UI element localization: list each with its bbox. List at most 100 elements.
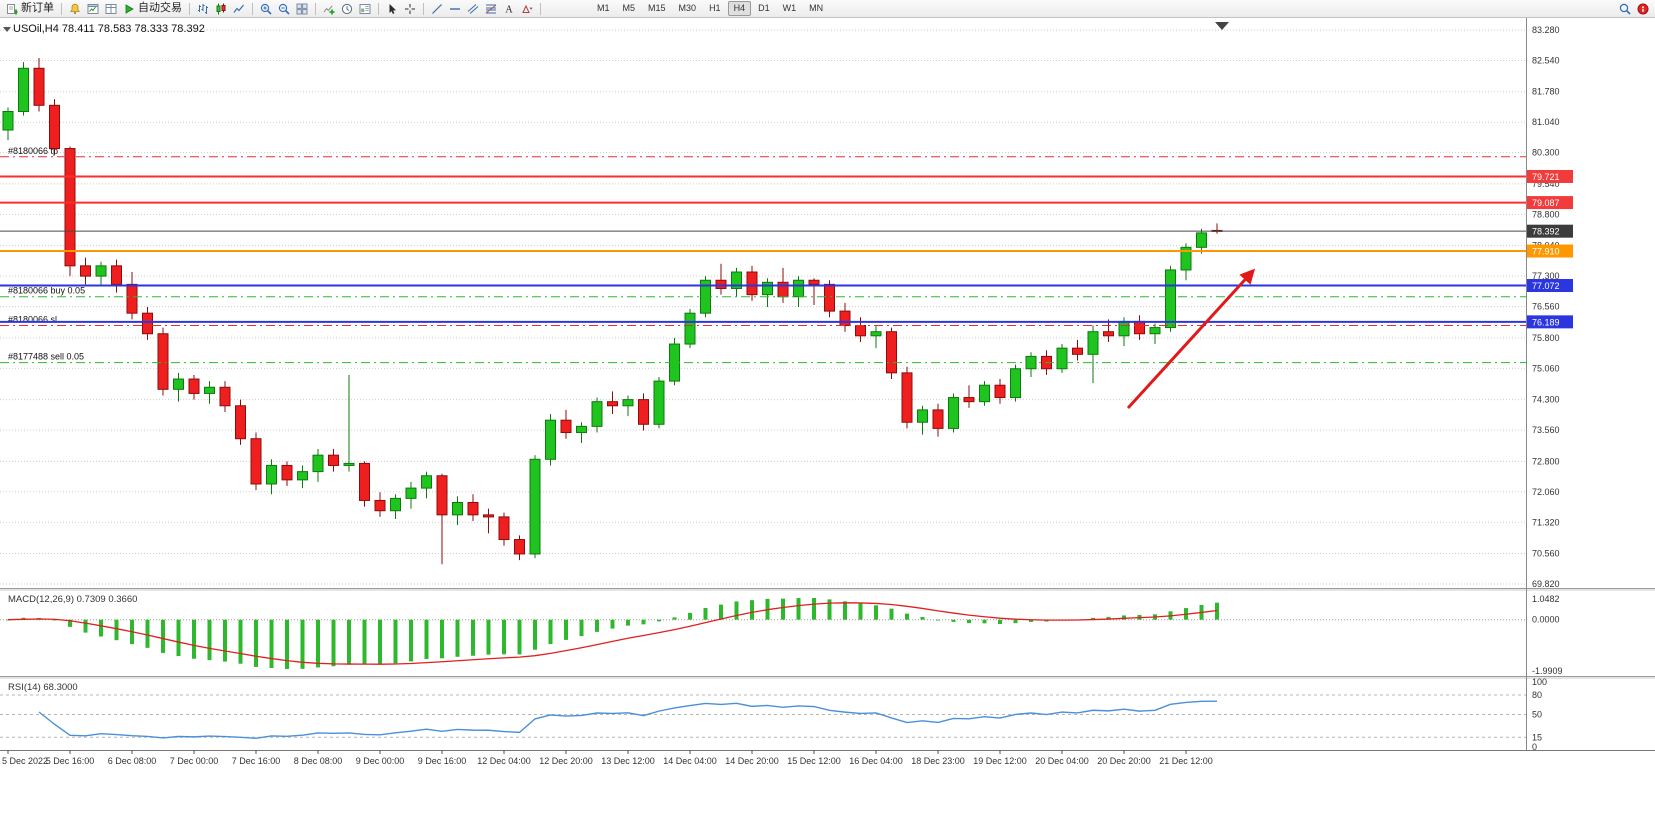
macd-histogram-bar (626, 619, 630, 626)
price-badge (1527, 169, 1573, 183)
macd-histogram-bar (192, 619, 196, 659)
macd-histogram-bar (812, 598, 816, 620)
zoom-in-button[interactable] (257, 1, 275, 17)
order-line-label: #8180066 sl (8, 315, 57, 325)
quick-trade-caret-icon[interactable] (3, 27, 11, 32)
fibonacci-button[interactable] (482, 1, 500, 17)
macd-histogram-bar (486, 619, 491, 655)
timeframe-d1-button[interactable]: D1 (758, 3, 770, 13)
shapes-button[interactable] (518, 1, 536, 17)
macd-histogram-bar (843, 601, 847, 620)
macd-histogram-bar (409, 619, 413, 662)
timeframe-m5-button[interactable]: M5 (622, 3, 636, 13)
toolbar-separator (315, 2, 316, 15)
macd-histogram-bar (874, 605, 878, 620)
time-axis-label: 8 Dec 08:00 (294, 756, 343, 766)
cursor-button[interactable] (383, 1, 401, 17)
macd-histogram-bar (455, 619, 460, 657)
macd-histogram-bar (564, 619, 568, 640)
macd-histogram-bar (502, 619, 506, 655)
auto-trading-button[interactable]: 自动交易 (120, 1, 185, 17)
toolbar-separator (378, 2, 379, 15)
candle-body (731, 271, 742, 289)
macd-axis-label: 1.0482 (1532, 594, 1560, 604)
macd-histogram-bar (579, 619, 584, 637)
horizontal-line-button[interactable] (446, 1, 464, 17)
macd-histogram-bar (889, 608, 894, 620)
timeframe-m15-button[interactable]: M15 (648, 3, 666, 13)
candle-body (126, 283, 138, 314)
candle-body (545, 419, 556, 460)
grid-window-icon (105, 3, 117, 14)
add-indicator-button[interactable] (320, 1, 338, 17)
candle-body (452, 502, 463, 516)
notifications-button[interactable] (1634, 1, 1652, 17)
candle-body (467, 502, 479, 516)
text-label-button[interactable]: A (500, 1, 518, 17)
templates-button[interactable] (356, 1, 374, 17)
macd-histogram-bar (920, 617, 925, 620)
price-axis-label: 72.060 (1532, 487, 1560, 497)
rsi-axis-label: 50 (1532, 710, 1542, 720)
chart-canvas[interactable]: 83.280 82.540 81.780 81.040 80.300 79.540 78.8… (0, 18, 1655, 820)
magnifier-icon (1619, 3, 1631, 15)
tile-windows-button[interactable] (293, 1, 311, 17)
crosshair-button[interactable] (401, 1, 419, 17)
timeframe-m30-button[interactable]: M30 (678, 3, 697, 13)
horizontal-price-lines (0, 175, 1526, 323)
macd-histogram-bar (316, 619, 320, 668)
macd-histogram-bar (440, 619, 444, 659)
timeframe-h1-button[interactable]: H1 (709, 3, 721, 13)
candle-body (111, 265, 122, 285)
periods-button[interactable] (338, 1, 356, 17)
time-axis-label: 20 Dec 04:00 (1035, 756, 1089, 766)
market-watch-button[interactable] (102, 1, 120, 17)
time-axis-label: 12 Dec 20:00 (539, 756, 593, 766)
candle-body (886, 331, 897, 374)
timeframe-mn-button[interactable]: MN (809, 3, 824, 13)
trend-arrow-annotation[interactable] (1126, 268, 1256, 410)
time-axis-label: 9 Dec 00:00 (356, 756, 405, 766)
candle-body (932, 409, 944, 429)
zoom-out-button[interactable] (275, 1, 293, 17)
line-chart-button[interactable] (230, 1, 248, 17)
candle-body (1010, 368, 1021, 399)
alerts-button[interactable] (66, 1, 84, 17)
timeframe-h4-button[interactable]: H4 (727, 1, 752, 16)
new-order-button[interactable]: 新订单 (3, 1, 57, 17)
timeframe-w1-button[interactable]: W1 (782, 3, 797, 13)
macd-histogram-bar (796, 598, 801, 620)
bars-icon (198, 3, 208, 14)
candle-body (204, 386, 215, 394)
candle-body (2, 110, 14, 131)
chart-window-button[interactable] (84, 1, 102, 17)
candle-body (1087, 331, 1099, 355)
price-axis-label: 81.780 (1532, 87, 1560, 97)
macd-histogram-bar (347, 619, 351, 665)
price-axis-label: 76.560 (1532, 302, 1560, 312)
candle-body (560, 419, 572, 434)
candle-body (1196, 232, 1207, 248)
candle-body (1149, 327, 1161, 335)
new-order-icon (7, 3, 18, 14)
candle-body (963, 397, 975, 403)
candle-body (157, 333, 169, 390)
bar-chart-button[interactable] (194, 1, 212, 17)
price-badge-value: 77.072 (1532, 281, 1560, 291)
chart-shift-marker[interactable] (1215, 22, 1229, 30)
time-axis-label: 6 Dec 08:00 (108, 756, 157, 766)
panel-splitter-groove (0, 589, 1655, 591)
channel-button[interactable] (464, 1, 482, 17)
trendline-button[interactable] (428, 1, 446, 17)
timeframe-m1-button[interactable]: M1 (597, 3, 610, 13)
macd-histogram-bar (176, 619, 181, 657)
price-axis[interactable]: 83.280 82.540 81.780 81.040 80.300 79.540 78.8… (1532, 25, 1560, 589)
candle-body (343, 462, 355, 466)
main-toolbar: 新订单 自动交易 A M1 M5 M15 M30 H1 H4 D1 W1 MN (0, 0, 1655, 18)
candlestick-chart-button[interactable] (212, 1, 230, 17)
candle-body (576, 425, 587, 434)
search-button[interactable] (1616, 1, 1634, 17)
candle-body (684, 312, 696, 345)
candle-body (297, 471, 308, 481)
